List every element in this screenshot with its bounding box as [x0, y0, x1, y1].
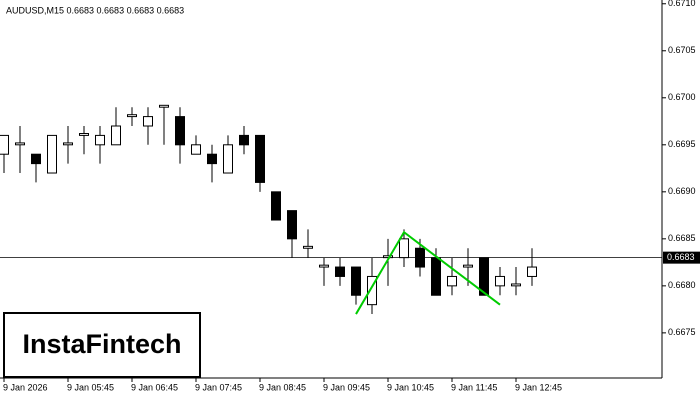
y-tick-label: 0.6685: [668, 233, 696, 243]
price-label: 0.6683: [667, 252, 695, 262]
y-tick-label: 0.6710: [668, 0, 696, 8]
logo-box: [3, 312, 201, 378]
x-tick-label: 9 Jan 12:45: [515, 382, 562, 392]
candle-body: [239, 134, 249, 146]
candle-body: [367, 275, 377, 306]
candle-body: [447, 275, 457, 287]
candle-body: [143, 116, 153, 127]
candle-body: [335, 266, 345, 277]
candle-body: [319, 264, 329, 268]
candle-body: [271, 191, 281, 221]
y-tick-label: 0.6680: [668, 280, 696, 290]
chart-title: AUDUSD,M15 0.6683 0.6683 0.6683 0.6683: [6, 5, 184, 15]
candle-body: [223, 144, 233, 174]
candle-body: [511, 283, 521, 287]
candle-body: [527, 266, 537, 277]
candle-body: [175, 116, 185, 146]
logo: InstaFintech: [22, 329, 181, 359]
candle-body: [431, 257, 441, 296]
candle-body: [191, 144, 201, 155]
x-tick-label: 9 Jan 2026: [3, 382, 48, 392]
candle-body: [47, 134, 57, 174]
candle-body: [111, 125, 121, 146]
y-tick-label: 0.6695: [668, 139, 696, 149]
candle-body: [207, 153, 217, 165]
candle-body: [463, 264, 473, 268]
x-tick-label: 9 Jan 05:45: [67, 382, 114, 392]
x-tick-label: 9 Jan 07:45: [195, 382, 242, 392]
price-label-box: [663, 251, 700, 264]
x-tick-label: 9 Jan 11:45: [451, 382, 497, 392]
x-tick-label: 9 Jan 08:45: [259, 382, 306, 392]
candle-body: [287, 210, 297, 240]
candle-body: [63, 142, 73, 146]
candle-body: [351, 266, 361, 296]
x-tick-label: 9 Jan 06:45: [131, 382, 178, 392]
candle-body: [255, 134, 265, 183]
y-tick-label: 0.6690: [668, 186, 696, 196]
candle-body: [95, 134, 105, 146]
pattern-line: [355, 230, 501, 315]
candle-body: [303, 245, 313, 249]
candle-body: [0, 134, 9, 155]
candle-body: [159, 104, 169, 108]
x-tick-label: 9 Jan 10:45: [387, 382, 434, 392]
candle-body: [127, 114, 137, 118]
y-tick-label: 0.6705: [668, 45, 696, 55]
y-tick-label: 0.6700: [668, 92, 696, 102]
y-tick-label: 0.6675: [668, 327, 696, 337]
candle-body: [15, 142, 25, 146]
x-tick-label: 9 Jan 09:45: [323, 382, 370, 392]
candle-body: [31, 153, 41, 165]
candle-body: [399, 238, 409, 259]
candle-body: [495, 275, 505, 287]
candle-body: [79, 133, 89, 136]
